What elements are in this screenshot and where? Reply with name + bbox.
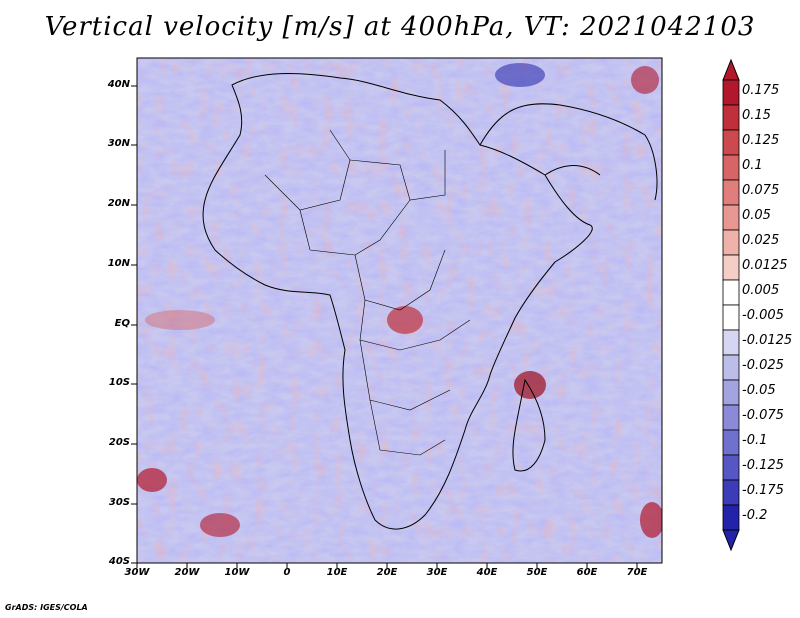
lat-label: 10S (108, 377, 130, 388)
colorbar-box (722, 254, 740, 281)
colorbar-box (722, 304, 740, 331)
lon-label: 20W (174, 567, 200, 578)
lat-label: 20S (108, 437, 130, 448)
colorbar-label: 0.15 (742, 108, 771, 123)
updraft-core (137, 468, 167, 492)
colorbar-label: -0.2 (742, 508, 768, 523)
colorbar-label: 0.175 (742, 83, 780, 98)
colorbar-label: 0.0125 (742, 258, 788, 273)
updraft-core (640, 502, 662, 538)
lon-label: 50E (526, 567, 548, 578)
axis-ticks (131, 85, 638, 568)
colorbar-label: -0.05 (742, 383, 776, 398)
colorbar-label: -0.1 (742, 433, 768, 448)
colorbar-box (722, 329, 740, 356)
updraft-core (387, 306, 423, 334)
lon-label: 20E (376, 567, 398, 578)
colorbar-box (722, 379, 740, 406)
map-title: Vertical velocity [m/s] at 400hPa, VT: 2… (44, 12, 756, 42)
colorbar-label: 0.025 (742, 233, 780, 248)
updraft-core (200, 513, 240, 537)
colorbar-box (722, 129, 740, 156)
colorbar-box (722, 229, 740, 256)
lat-label: 30S (108, 497, 130, 508)
colorbar-box (722, 404, 740, 431)
lat-label: EQ (114, 318, 130, 329)
updraft-core (514, 371, 546, 399)
lon-label: 10E (326, 567, 348, 578)
colorbar-box (722, 454, 740, 481)
colorbar-label: -0.075 (742, 408, 784, 423)
colorbar-label: -0.005 (742, 308, 784, 323)
lat-label: 40N (107, 79, 130, 90)
lat-label: 30N (107, 138, 130, 149)
colorbar-top-arrow (722, 58, 740, 81)
colorbar-bottom-arrow (722, 529, 740, 552)
lon-label: 70E (626, 567, 648, 578)
lon-label: 60E (576, 567, 598, 578)
coastlines (202, 73, 658, 530)
colorbar-box (722, 154, 740, 181)
colorbar (722, 58, 740, 552)
colorbar-label: -0.0125 (742, 333, 793, 348)
colorbar-box (722, 279, 740, 306)
lat-label: 40S (108, 556, 130, 567)
updraft-band (145, 310, 215, 330)
credit-text: GrADS: IGES/COLA (5, 603, 88, 612)
colorbar-label: 0.05 (742, 208, 771, 223)
downdraft-core (495, 63, 545, 87)
lon-label: 30E (426, 567, 448, 578)
velocity-field (137, 58, 662, 563)
lon-label: 30W (124, 567, 150, 578)
colorbar-box (722, 479, 740, 506)
colorbar-label: 0.075 (742, 183, 780, 198)
colorbar-box (722, 104, 740, 131)
lon-label: 40E (476, 567, 498, 578)
colorbar-label: -0.025 (742, 358, 784, 373)
lon-label: 0 (283, 567, 291, 578)
colorbar-box (722, 354, 740, 381)
updraft-core (631, 66, 659, 94)
colorbar-label: 0.005 (742, 283, 780, 298)
colorbar-label: -0.125 (742, 458, 784, 473)
colorbar-box (722, 204, 740, 231)
lon-label: 10W (224, 567, 250, 578)
colorbar-label: 0.125 (742, 133, 780, 148)
colorbar-label: -0.175 (742, 483, 784, 498)
colorbar-box (722, 79, 740, 106)
plot-frame (136, 57, 663, 564)
colorbar-box (722, 429, 740, 456)
colorbar-box (722, 504, 740, 531)
colorbar-label: 0.1 (742, 158, 763, 173)
lat-label: 10N (107, 258, 130, 269)
colorbar-box (722, 179, 740, 206)
lat-label: 20N (107, 198, 130, 209)
country-borders (264, 129, 471, 456)
